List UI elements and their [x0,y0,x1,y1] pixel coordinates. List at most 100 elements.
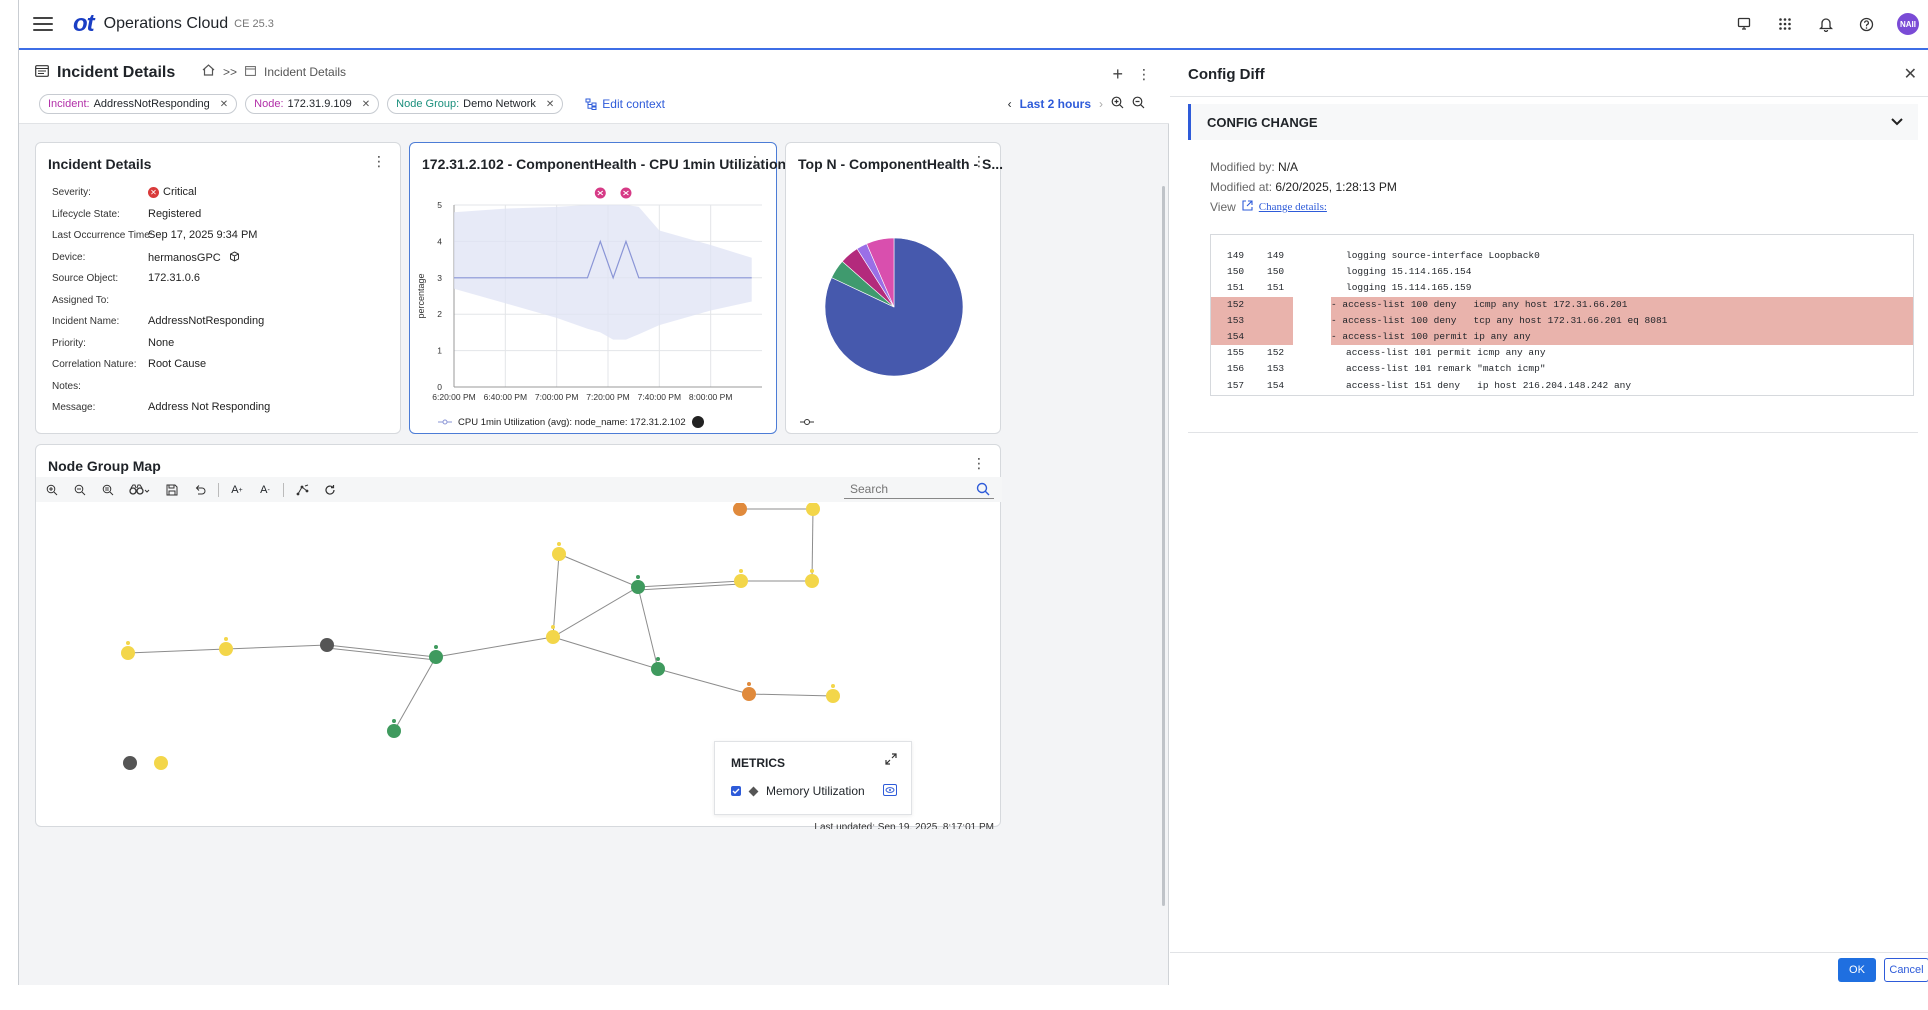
expand-icon[interactable] [885,752,897,770]
binoculars-icon[interactable] [126,480,154,500]
refresh-icon[interactable] [320,480,340,500]
topology-link[interactable] [225,644,328,650]
topology-node[interactable] [546,630,560,644]
close-icon[interactable]: ✕ [219,98,229,110]
topology-node[interactable] [806,503,820,516]
topology-link[interactable] [657,668,750,695]
cube-icon[interactable] [229,250,240,265]
scrollbar[interactable] [1162,186,1165,906]
visibility-toggle-icon[interactable] [883,784,897,796]
y-tick-label: 1 [437,346,442,356]
zoom-in-icon[interactable] [1111,96,1124,112]
topology-link[interactable] [127,648,227,654]
device-value[interactable]: hermanosGPC [148,251,221,264]
topology-link[interactable] [552,636,659,670]
card-title: 172.31.2.102 - ComponentHealth - CPU 1mi… [422,156,807,172]
config-change-section[interactable]: CONFIG CHANGE [1188,104,1918,140]
filter-chip-node[interactable]: Node: 172.31.9.109 ✕ [245,94,380,114]
font-increase-icon[interactable]: A + [231,484,243,496]
hamburger-menu-icon[interactable] [33,17,53,31]
zoom-out-icon[interactable] [70,480,90,500]
x-tick-label: 6:20:00 PM [432,392,475,402]
topology-node[interactable] [320,638,334,652]
filter-chip-incident[interactable]: Incident: AddressNotResponding ✕ [39,94,238,114]
diff-line-text: logging source-interface Loopback0 [1346,250,1540,261]
font-decrease-icon[interactable]: A- [260,484,270,496]
more-options-icon[interactable]: ⋮ [748,153,762,169]
last-updated: Last updated: Sep 19, 2025, 8:17:01 PM [814,822,994,829]
topology-link[interactable] [637,580,742,588]
chart-legend[interactable]: CPU 1min Utilization (avg): node_name: 1… [438,416,704,428]
topology-node[interactable] [733,503,747,516]
topology-node[interactable] [651,662,665,676]
user-avatar[interactable]: NAII [1897,13,1919,35]
topology-link[interactable] [811,508,814,582]
layout-icon[interactable] [292,480,312,500]
topology-node[interactable] [805,574,819,588]
filter-chip-node-group[interactable]: Node Group: Demo Network ✕ [387,94,564,114]
search-input[interactable] [844,481,964,496]
topology-node[interactable] [429,650,443,664]
topology-node[interactable] [219,642,233,656]
breadcrumb-current[interactable]: Incident Details [264,64,347,79]
ok-button[interactable]: OK [1838,958,1876,982]
more-options-icon[interactable]: ⋮ [1137,66,1151,82]
topology-link[interactable] [435,636,554,658]
field-value: None [148,336,175,349]
node-group-map-card: Node Group Map ⋮ A + A- [35,444,1002,829]
time-range-selector[interactable]: Last 2 hours [1019,97,1091,111]
save-icon[interactable] [162,480,182,500]
topology-map[interactable] [36,503,1002,823]
chevron-down-icon[interactable] [1890,114,1904,132]
chip-value: 172.31.9.109 [287,98,352,110]
topology-link[interactable] [637,586,659,670]
topology-link[interactable] [637,583,742,591]
add-icon[interactable]: + [1112,64,1123,84]
topology-link[interactable] [552,586,639,638]
edit-context-button[interactable]: Edit context [585,97,665,111]
topology-link[interactable] [558,553,639,588]
change-details-link[interactable]: Change details: [1258,201,1327,213]
topology-node[interactable] [154,756,168,770]
critical-icon: ✕ [148,186,159,198]
zoom-out-icon[interactable] [1132,96,1145,112]
topology-node[interactable] [552,547,566,561]
home-icon[interactable] [202,64,215,79]
topology-link[interactable] [326,647,437,661]
close-icon[interactable]: ✕ [545,98,555,110]
bell-icon[interactable] [1815,14,1836,35]
diff-line-text: access-list 101 remark "match icmp" [1346,363,1546,375]
apps-grid-icon[interactable] [1774,14,1795,35]
topology-link[interactable] [326,644,437,658]
help-icon[interactable] [1856,14,1877,35]
topology-link[interactable] [552,553,560,638]
topology-node[interactable] [631,580,645,594]
pie-slice[interactable] [866,237,895,308]
zoom-fit-icon[interactable] [98,480,118,500]
undo-icon[interactable] [190,480,210,500]
close-icon[interactable]: ✕ [1903,66,1917,83]
topology-node[interactable] [742,687,756,701]
monitor-icon[interactable] [1733,14,1754,35]
close-icon[interactable]: ✕ [361,98,371,110]
chip-value: Demo Network [463,98,536,110]
cancel-button[interactable]: Cancel [1884,958,1928,982]
chevron-right-icon[interactable]: › [1099,97,1103,111]
topology-link[interactable] [748,693,834,697]
more-options-icon[interactable]: ⋮ [372,153,386,169]
checkbox-checked-icon[interactable] [731,786,741,796]
topology-link[interactable] [393,656,437,732]
topology-node[interactable] [387,724,401,738]
topology-node[interactable] [123,756,137,770]
more-options-icon[interactable]: ⋮ [972,455,986,471]
topology-node[interactable] [826,689,840,703]
topology-node[interactable] [121,646,135,660]
search-icon[interactable] [976,482,990,501]
more-options-icon[interactable]: ⋮ [972,153,986,169]
zoom-in-icon[interactable] [42,480,62,500]
legend-marker-icon[interactable] [800,413,814,431]
diff-line-text: access-list 151 deny ip host 216.204.148… [1346,379,1632,391]
chevron-left-icon[interactable]: ‹ [1007,97,1012,111]
legend-label: CPU 1min Utilization (avg): node_name: 1… [458,416,686,428]
topology-node[interactable] [734,574,748,588]
